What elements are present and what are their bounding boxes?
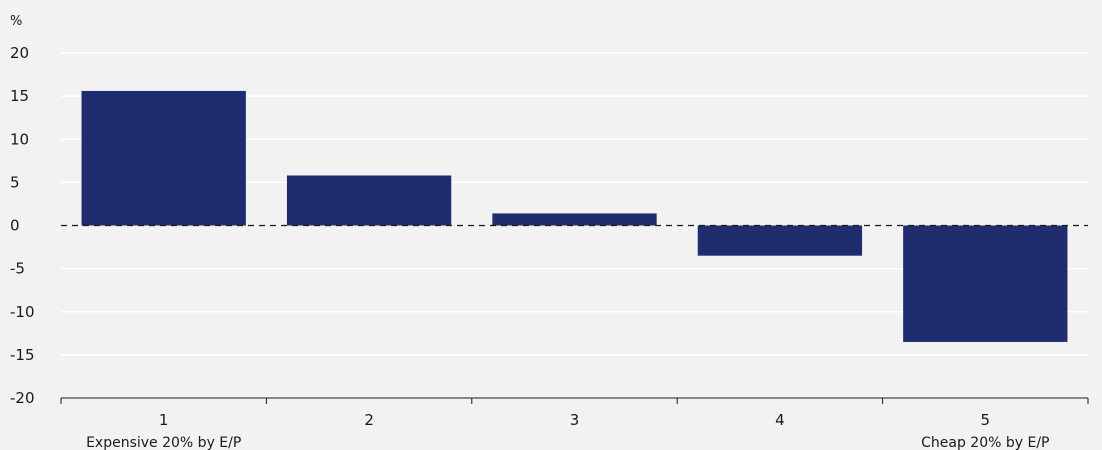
y-tick-label: -15 — [10, 346, 35, 364]
y-axis-ticks: 20 15 10 5 0 -5 -10 -15 -20 — [10, 44, 35, 407]
bar-4 — [697, 225, 863, 256]
bar-3 — [492, 213, 657, 226]
y-unit-label: % — [10, 14, 22, 29]
y-tick-label: -10 — [10, 303, 35, 321]
bars — [81, 90, 1068, 342]
x-tick-label: 3 — [570, 411, 580, 429]
bar-5 — [903, 225, 1068, 342]
y-tick-label: 15 — [10, 87, 29, 105]
y-tick-label: 5 — [10, 173, 20, 191]
y-tick-label: 20 — [10, 44, 29, 62]
bar-1 — [81, 90, 246, 226]
y-tick-label: 0 — [10, 217, 20, 235]
bar-2 — [286, 175, 452, 226]
y-tick-label: -5 — [10, 260, 25, 278]
x-axis-ticks: 1 2 3 4 5 — [60, 398, 1089, 429]
x-tick-label: 2 — [364, 411, 374, 429]
x-tick-label: 1 — [159, 411, 169, 429]
x-tick-label: 5 — [981, 411, 991, 429]
y-tick-label: 10 — [10, 130, 29, 148]
x-tick-label: 4 — [775, 411, 785, 429]
y-tick-label: -20 — [10, 389, 35, 407]
category-note-cheap: Cheap 20% by E/P — [921, 435, 1049, 450]
category-note-expensive: Expensive 20% by E/P — [86, 435, 241, 450]
